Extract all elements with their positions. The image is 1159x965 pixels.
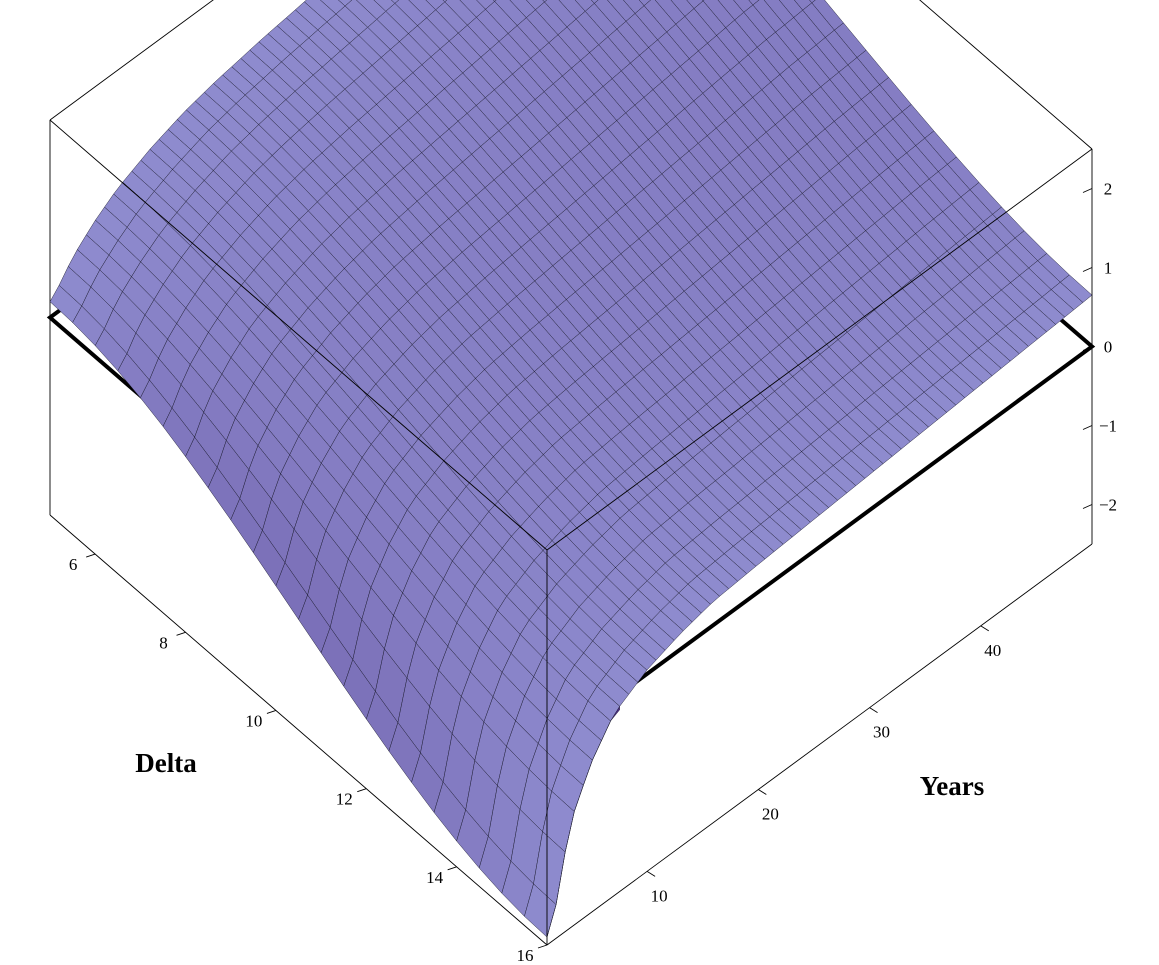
surface-patch	[809, 0, 816, 4]
z-tick-mark	[1082, 346, 1093, 351]
years-tick-label: 10	[651, 886, 668, 905]
z-axis-ticks: −2 −1 0 1 2	[1082, 180, 1117, 515]
years-tick-label: 30	[873, 723, 890, 742]
z-tick-label: −1	[1099, 417, 1117, 436]
surface-patch	[638, 0, 652, 7]
z-tick-label: 2	[1104, 180, 1113, 199]
years-tick-label: 20	[762, 805, 779, 824]
z-tick-mark	[1082, 188, 1093, 193]
delta-tick-label: 12	[336, 790, 353, 809]
delta-tick-label: 6	[69, 555, 78, 574]
years-tick-mark	[646, 870, 656, 877]
box-edge	[49, 119, 548, 551]
z-tick-mark	[1082, 504, 1093, 509]
surface-patch	[442, 0, 448, 3]
surface-patch	[590, 0, 599, 4]
delta-tick-mark	[266, 710, 277, 714]
years-tick-label: 40	[984, 641, 1001, 660]
delta-axis-title: Delta	[135, 748, 197, 778]
surface-patch	[390, 0, 400, 4]
box-edge	[546, 543, 1093, 946]
delta-tick-mark	[447, 866, 457, 871]
delta-tick-mark	[537, 944, 548, 949]
box-edge	[919, 0, 1093, 150]
years-tick-mark	[980, 625, 990, 632]
surface-patch	[542, 0, 548, 3]
z-tick-label: 0	[1104, 338, 1113, 357]
years-tick-mark	[869, 707, 878, 714]
delta-tick-label: 16	[517, 946, 534, 965]
years-axis-title: Years	[920, 771, 984, 801]
delta-tick-mark	[86, 553, 96, 558]
delta-tick-mark	[176, 631, 186, 636]
surface-patch	[748, 0, 760, 6]
surface-patch	[338, 0, 353, 7]
years-tick-mark	[758, 789, 767, 795]
delta-tick-mark	[357, 788, 367, 793]
box-edge	[49, 0, 214, 121]
z-tick-mark	[1082, 267, 1093, 272]
delta-tick-label: 14	[426, 868, 444, 887]
z-tick-label: −2	[1099, 496, 1117, 515]
z-tick-mark	[1082, 425, 1093, 430]
delta-tick-label: 8	[159, 633, 168, 652]
surface-skirt	[610, 705, 620, 722]
z-tick-label: 1	[1104, 259, 1113, 278]
years-axis-ticks: 10 20 30 40	[646, 625, 1001, 905]
box-edge	[546, 148, 1093, 551]
surface-mesh	[49, 0, 1093, 938]
box-edge	[49, 514, 548, 946]
delta-axis-ticks: 6 8 10 12 14 16	[69, 553, 548, 965]
delta-tick-label: 10	[245, 711, 262, 730]
bounding-box-front-edges	[49, 119, 1093, 946]
